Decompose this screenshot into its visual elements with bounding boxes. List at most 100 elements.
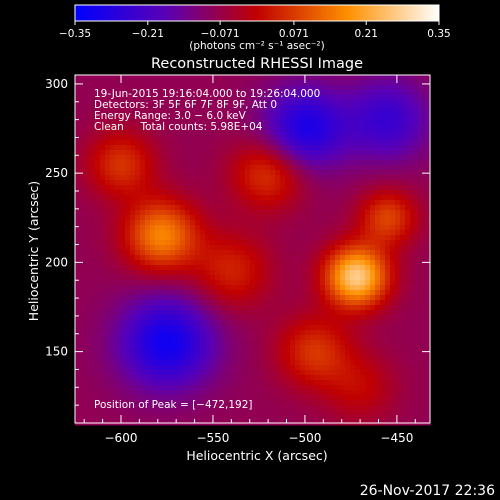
heatmap-cell: [205, 105, 211, 111]
heatmap-cell: [310, 140, 316, 146]
heatmap-cell: [195, 385, 201, 391]
heatmap-cell: [210, 90, 216, 96]
heatmap-cell: [370, 335, 376, 341]
heatmap-cell: [235, 160, 241, 166]
heatmap-cell: [260, 275, 266, 281]
heatmap-cell: [300, 380, 306, 386]
heatmap-cell: [110, 410, 116, 416]
heatmap-cell: [130, 410, 136, 416]
heatmap-cell: [115, 335, 121, 341]
heatmap-cell: [130, 150, 136, 156]
heatmap-cell: [335, 245, 341, 251]
heatmap-cell: [210, 360, 216, 366]
heatmap-cell: [425, 180, 431, 186]
heatmap-cell: [185, 355, 191, 361]
heatmap-cell: [220, 120, 226, 126]
heatmap-cell: [120, 275, 126, 281]
heatmap-cell: [375, 305, 381, 311]
heatmap-cell: [190, 135, 196, 141]
heatmap-cell: [360, 110, 366, 116]
heatmap-cell: [270, 335, 276, 341]
heatmap-cell: [290, 365, 296, 371]
heatmap-cell: [220, 165, 226, 171]
heatmap-cell: [315, 80, 321, 86]
heatmap-cell: [370, 170, 376, 176]
heatmap-cell: [265, 345, 271, 351]
heatmap-cell: [80, 350, 86, 356]
heatmap-cell: [180, 335, 186, 341]
heatmap-cell: [180, 415, 186, 421]
heatmap-cell: [240, 340, 246, 346]
heatmap-cell: [385, 115, 391, 121]
heatmap-cell: [110, 310, 116, 316]
heatmap-cell: [335, 165, 341, 171]
heatmap-cell: [115, 185, 121, 191]
heatmap-cell: [375, 160, 381, 166]
heatmap-cell: [395, 175, 401, 181]
heatmap-cell: [225, 80, 231, 86]
heatmap-cell: [240, 310, 246, 316]
heatmap-cell: [295, 265, 301, 271]
heatmap-cell: [185, 330, 191, 336]
heatmap-cell: [425, 415, 431, 421]
heatmap-cell: [195, 380, 201, 386]
heatmap-cell: [160, 110, 166, 116]
heatmap-cell: [225, 85, 231, 91]
heatmap-cell: [285, 215, 291, 221]
heatmap-cell: [230, 410, 236, 416]
heatmap-cell: [130, 100, 136, 106]
heatmap-cell: [215, 100, 221, 106]
heatmap-cell: [330, 220, 336, 226]
heatmap-cell: [145, 235, 151, 241]
heatmap-cell: [210, 250, 216, 256]
heatmap-cell: [320, 75, 326, 81]
heatmap-cell: [340, 80, 346, 86]
heatmap-cell: [385, 300, 391, 306]
heatmap-cell: [155, 150, 161, 156]
heatmap-cell: [175, 225, 181, 231]
heatmap-cell: [160, 285, 166, 291]
heatmap-cell: [170, 285, 176, 291]
heatmap-cell: [185, 195, 191, 201]
heatmap-cell: [140, 120, 146, 126]
heatmap-cell: [220, 410, 226, 416]
heatmap-cell: [85, 300, 91, 306]
heatmap-cell: [330, 140, 336, 146]
heatmap-cell: [255, 260, 261, 266]
heatmap-cell: [180, 405, 186, 411]
heatmap-cell: [240, 355, 246, 361]
heatmap-cell: [335, 310, 341, 316]
heatmap-cell: [355, 295, 361, 301]
heatmap-cell: [210, 140, 216, 146]
heatmap-cell: [105, 315, 111, 321]
heatmap-cell: [380, 80, 386, 86]
heatmap-cell: [110, 80, 116, 86]
heatmap-cell: [300, 290, 306, 296]
heatmap-cell: [90, 240, 96, 246]
heatmap-cell: [95, 90, 101, 96]
heatmap-cell: [75, 90, 81, 96]
heatmap-cell: [185, 360, 191, 366]
heatmap-cell: [390, 205, 396, 211]
heatmap-cell: [210, 340, 216, 346]
heatmap-cell: [365, 410, 371, 416]
heatmap-cell: [175, 340, 181, 346]
heatmap-cell: [130, 155, 136, 161]
heatmap-cell: [275, 250, 281, 256]
heatmap-cell: [390, 125, 396, 131]
heatmap-cell: [255, 345, 261, 351]
heatmap-cell: [270, 175, 276, 181]
heatmap-cell: [210, 265, 216, 271]
heatmap-cell: [230, 100, 236, 106]
heatmap-cell: [215, 230, 221, 236]
heatmap-cell: [110, 195, 116, 201]
heatmap-cell: [130, 285, 136, 291]
heatmap-cell: [345, 350, 351, 356]
heatmap-cell: [275, 335, 281, 341]
heatmap-cell: [145, 140, 151, 146]
heatmap-cell: [95, 215, 101, 221]
heatmap-cell: [295, 200, 301, 206]
heatmap-cell: [145, 200, 151, 206]
heatmap-cell: [115, 360, 121, 366]
heatmap-cell: [400, 275, 406, 281]
